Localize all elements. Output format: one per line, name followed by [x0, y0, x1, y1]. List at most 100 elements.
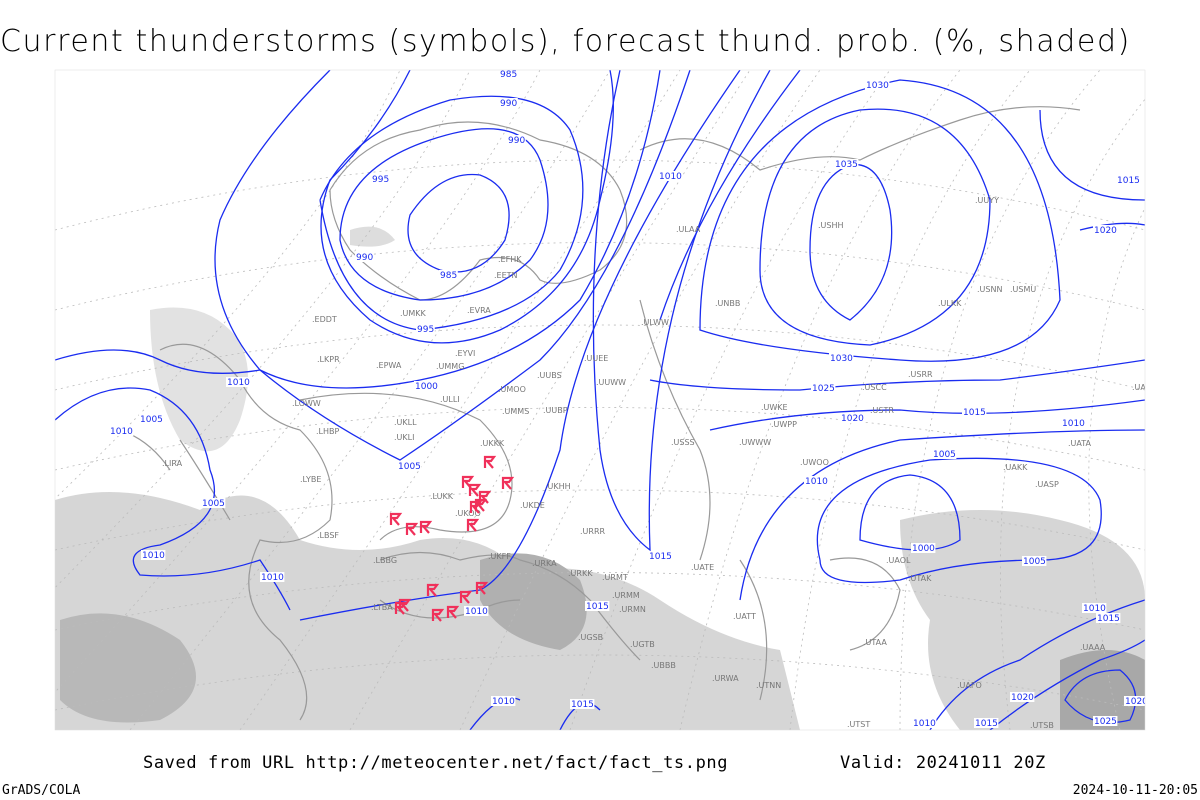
- station-label: .UATT: [733, 612, 756, 621]
- station-label: .USHH: [818, 221, 844, 230]
- station-label: .ULLI: [440, 395, 460, 404]
- isobar-label: 990: [508, 136, 525, 146]
- station-label: .EDDT: [312, 315, 337, 324]
- station-label: .UKHH: [545, 482, 571, 491]
- thunderstorm-symbol: [394, 601, 408, 615]
- isobar-label: 1030: [866, 81, 889, 91]
- thunderstorm-symbol: [466, 518, 480, 532]
- station-label: .UAKK: [1003, 463, 1028, 472]
- station-label: .UUBP: [543, 406, 568, 415]
- isobar-label: 1010: [913, 719, 936, 729]
- isobar-label: 990: [356, 253, 373, 263]
- generation-timestamp: 2024-10-11-20:05: [1072, 783, 1198, 798]
- isobar-label-bg: [226, 377, 251, 387]
- saved-from-url: Saved from URL http://meteocenter.net/fa…: [143, 753, 729, 773]
- station-label: .UKLI: [394, 433, 414, 442]
- isobar-label-bg: [1124, 696, 1145, 706]
- isobar-label: 1005: [1023, 557, 1046, 567]
- station-label: .UNBB: [715, 299, 740, 308]
- thunderstorm-symbol: [459, 590, 473, 604]
- isobar-label-bg: [1096, 613, 1121, 623]
- thunderstorm-symbol: [483, 455, 497, 469]
- isobar-label-bg: [840, 413, 865, 423]
- station-labels: .EDDT .EPWA .LKPR .LOWW .LHBP .LIRA .LYBE .LBSF…: [162, 196, 1145, 730]
- isobar-label-bg: [911, 543, 936, 553]
- isobar-label: 1010: [1083, 604, 1106, 614]
- station-label: .LIRA: [162, 459, 183, 468]
- station-label: .URMT: [602, 573, 628, 582]
- station-label: .UTAA: [863, 638, 887, 647]
- isobar-label-bg: [141, 550, 166, 560]
- meridian-line: [129, 70, 611, 730]
- isobar-label-bg: [499, 98, 518, 108]
- thunderstorm-symbol: [478, 490, 492, 504]
- isobar-label-bg: [962, 407, 987, 417]
- isobar-label-bg: [829, 353, 854, 363]
- thunderstorm-symbol: [461, 475, 475, 489]
- station-label: .UKOO: [455, 509, 481, 518]
- isobar-label-bg: [439, 270, 458, 280]
- isobar-label: 1020: [1094, 226, 1117, 236]
- isobar-label-bg: [1093, 716, 1118, 726]
- isobar-label: 995: [372, 175, 389, 185]
- isobar-label: 1020: [1125, 697, 1148, 707]
- station-label: .UMKK: [400, 309, 427, 318]
- station-label: .USCC: [862, 383, 887, 392]
- isobar-label: 1010: [110, 427, 133, 437]
- station-label: .USTR: [870, 406, 894, 415]
- isobar-label-bg: [1022, 556, 1047, 566]
- thunderstorm-symbol: [389, 512, 403, 526]
- station-label: .UKFF: [488, 552, 511, 561]
- parallel-line: [55, 159, 1145, 231]
- station-label: .ULKK: [938, 299, 962, 308]
- isobar-label: 995: [417, 325, 434, 335]
- chart-title: Current thunderstorms (symbols), forecas…: [0, 24, 1131, 59]
- station-label: .URWA: [712, 674, 739, 683]
- isobar-label-bg: [109, 426, 134, 436]
- isobar-label: 1025: [1094, 717, 1117, 727]
- station-label: .UATE: [691, 563, 714, 572]
- isobar-label: 1005: [140, 415, 163, 425]
- isobar-label: 990: [500, 99, 517, 109]
- isobar-label-bg: [1010, 692, 1035, 702]
- station-label: .UKDE: [520, 501, 545, 510]
- isobar-label-bg: [658, 171, 683, 181]
- station-label: .UBBB: [651, 661, 676, 670]
- meridian-line: [55, 70, 401, 500]
- meridian-line: [789, 70, 1031, 730]
- station-label: .UWKE: [761, 403, 788, 412]
- station-label: .UMOO: [498, 385, 526, 394]
- station-label: .UTSB: [1030, 721, 1054, 730]
- isobar-label-bg: [464, 606, 489, 616]
- isobar-label-bg: [397, 461, 422, 471]
- meridian-line: [55, 70, 541, 693]
- isobar-label-bg: [648, 551, 673, 561]
- station-label: .UWWW: [739, 438, 771, 447]
- isobar-label: 1010: [659, 172, 682, 182]
- isobar-label: 1020: [1011, 693, 1034, 703]
- isobar-label-bg: [932, 449, 957, 459]
- isobar-label-bg: [1116, 175, 1141, 185]
- thunderstorm-symbol: [405, 522, 419, 536]
- isobar-label-bg: [1093, 225, 1118, 235]
- isobar-label-bg: [416, 324, 435, 334]
- station-label: .UUWW: [596, 378, 626, 387]
- station-label: .UAFO: [957, 681, 982, 690]
- isobar-label: 1000: [912, 544, 935, 554]
- thunderstorm-symbol: [446, 605, 460, 619]
- station-label: .LOWW: [292, 399, 321, 408]
- isobar-label-bg: [1061, 418, 1086, 428]
- thunderstorm-symbol: [468, 483, 482, 497]
- isobar-label-bg: [585, 601, 610, 611]
- meridian-line: [679, 70, 961, 730]
- station-label: .ULWW: [641, 318, 669, 327]
- station-label: .EPWA: [376, 361, 402, 370]
- isobar-label: 1015: [1117, 176, 1140, 186]
- parallel-line: [55, 572, 1145, 631]
- isobar-label: 1015: [649, 552, 672, 562]
- software-credit: GrADS/COLA: [2, 783, 81, 798]
- valid-time: Valid: 20241011 20Z: [840, 753, 1046, 773]
- station-label: .LKPR: [317, 355, 340, 364]
- isobar-label: 985: [500, 70, 517, 80]
